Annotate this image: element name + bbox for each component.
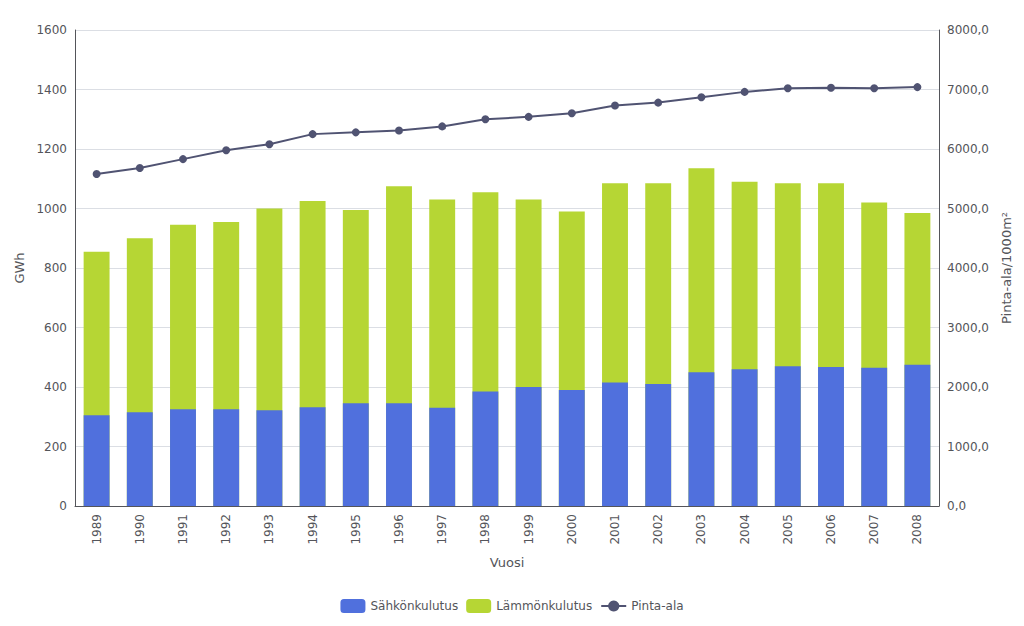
svg-text:6000,0: 6000,0 [947, 142, 989, 156]
svg-text:2005: 2005 [781, 514, 795, 545]
svg-text:1996: 1996 [392, 514, 406, 545]
svg-text:Lämmönkulutus: Lämmönkulutus [496, 599, 592, 613]
svg-text:400: 400 [44, 380, 67, 394]
svg-text:1200: 1200 [36, 142, 67, 156]
svg-text:1999: 1999 [522, 514, 536, 545]
svg-text:5000,0: 5000,0 [947, 202, 989, 216]
svg-text:2002: 2002 [651, 514, 665, 545]
svg-text:2003: 2003 [694, 514, 708, 545]
svg-text:GWh: GWh [12, 252, 27, 283]
svg-text:1995: 1995 [349, 514, 363, 545]
svg-text:2007: 2007 [867, 514, 881, 545]
svg-text:1998: 1998 [478, 514, 492, 545]
svg-text:Sähkönkulutus: Sähkönkulutus [370, 599, 458, 613]
svg-text:1000,0: 1000,0 [947, 440, 989, 454]
svg-text:800: 800 [44, 261, 67, 275]
svg-text:1990: 1990 [133, 514, 147, 545]
svg-text:2004: 2004 [738, 514, 752, 545]
svg-text:Pinta-ala/1000m²: Pinta-ala/1000m² [999, 212, 1014, 324]
svg-text:Vuosi: Vuosi [490, 555, 525, 570]
svg-text:1994: 1994 [306, 514, 320, 545]
svg-text:3000,0: 3000,0 [947, 321, 989, 335]
svg-text:2001: 2001 [608, 514, 622, 545]
svg-text:1600: 1600 [36, 23, 67, 37]
svg-text:1400: 1400 [36, 83, 67, 97]
svg-text:200: 200 [44, 440, 67, 454]
svg-text:600: 600 [44, 321, 67, 335]
svg-text:0,0: 0,0 [947, 499, 966, 513]
svg-text:1989: 1989 [90, 514, 104, 545]
svg-text:4000,0: 4000,0 [947, 261, 989, 275]
svg-text:1991: 1991 [176, 514, 190, 545]
svg-text:1997: 1997 [435, 514, 449, 545]
svg-text:7000,0: 7000,0 [947, 83, 989, 97]
svg-text:2000,0: 2000,0 [947, 380, 989, 394]
svg-text:1000: 1000 [36, 202, 67, 216]
svg-text:Pinta-ala: Pinta-ala [631, 599, 683, 613]
svg-text:2000: 2000 [565, 514, 579, 545]
svg-text:1992: 1992 [219, 514, 233, 545]
svg-text:2008: 2008 [910, 514, 924, 545]
svg-text:2006: 2006 [824, 514, 838, 545]
svg-text:0: 0 [59, 499, 67, 513]
svg-text:8000,0: 8000,0 [947, 23, 989, 37]
svg-text:1993: 1993 [262, 514, 276, 545]
